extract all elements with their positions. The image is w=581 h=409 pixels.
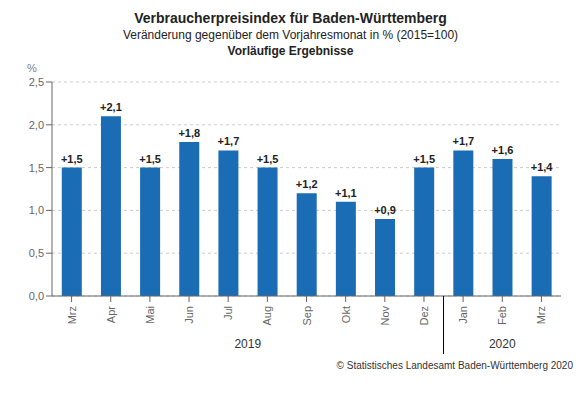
svg-text:Mrz: Mrz <box>535 306 547 324</box>
svg-text:Okt: Okt <box>340 306 352 323</box>
svg-text:+1,2: +1,2 <box>296 178 318 190</box>
svg-text:+1,7: +1,7 <box>452 135 474 147</box>
svg-text:2,0: 2,0 <box>29 119 44 131</box>
svg-text:2019: 2019 <box>234 337 261 351</box>
svg-text:Feb: Feb <box>496 306 508 325</box>
svg-text:0,0: 0,0 <box>29 290 44 302</box>
svg-text:+0,9: +0,9 <box>374 204 396 216</box>
svg-text:Dez: Dez <box>418 306 430 326</box>
svg-text:+1,5: +1,5 <box>257 153 279 165</box>
svg-text:+1,5: +1,5 <box>413 153 435 165</box>
svg-text:Mrz: Mrz <box>66 306 78 324</box>
svg-text:1,0: 1,0 <box>29 204 44 216</box>
svg-text:Apr: Apr <box>105 306 117 323</box>
svg-text:Jan: Jan <box>457 306 469 324</box>
svg-text:+1,5: +1,5 <box>139 153 161 165</box>
svg-text:Nov: Nov <box>379 306 391 326</box>
svg-text:+1,6: +1,6 <box>492 144 514 156</box>
svg-text:Jul: Jul <box>222 306 234 320</box>
svg-text:+2,1: +2,1 <box>100 101 122 113</box>
svg-text:+1,5: +1,5 <box>61 153 83 165</box>
svg-text:+1,4: +1,4 <box>531 161 554 173</box>
html-text:Vorläufige Ergebnisse: Vorläufige Ergebnisse <box>227 44 354 58</box>
html-text:Veränderung gegenüber dem Vorj: Veränderung gegenüber dem Vorjahresmonat… <box>122 28 459 42</box>
svg-text:+1,8: +1,8 <box>178 127 200 139</box>
svg-text:+1,7: +1,7 <box>218 135 240 147</box>
svg-text:Sep: Sep <box>301 306 313 326</box>
svg-text:Aug: Aug <box>261 306 273 326</box>
html-text:© Statistisches Landesamt Bade: © Statistisches Landesamt Baden-Württemb… <box>336 360 573 371</box>
svg-text:2,5: 2,5 <box>29 76 44 88</box>
svg-text:+1,1: +1,1 <box>335 187 357 199</box>
svg-text:2020: 2020 <box>489 337 516 351</box>
svg-text:%: % <box>27 62 37 74</box>
svg-text:0,5: 0,5 <box>29 247 44 259</box>
svg-text:Jun: Jun <box>183 306 195 324</box>
svg-text:1,5: 1,5 <box>29 162 44 174</box>
svg-text:Mai: Mai <box>144 306 156 324</box>
html-text:Verbraucherpreisindex für Bade: Verbraucherpreisindex für Baden-Württemb… <box>134 10 447 26</box>
